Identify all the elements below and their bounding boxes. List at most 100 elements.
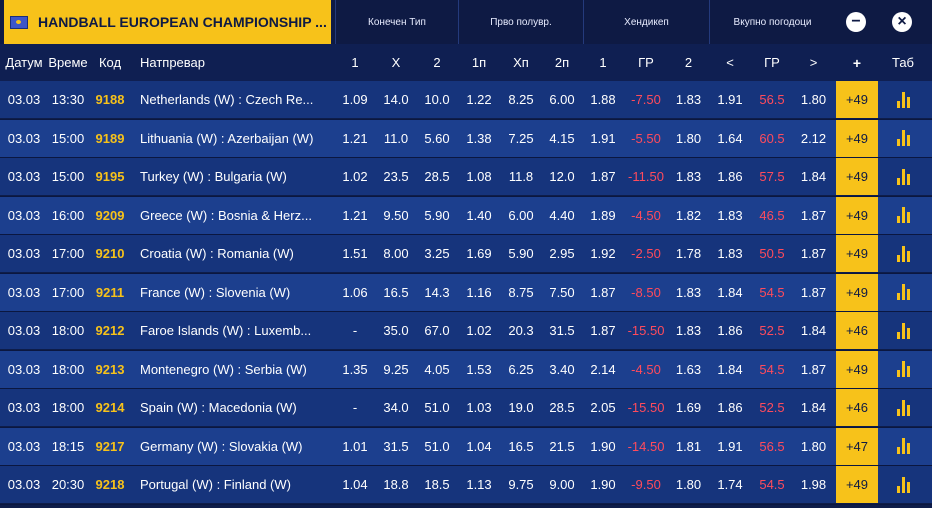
- odd-half-x[interactable]: 19.0: [508, 400, 534, 415]
- odd-final-1[interactable]: 1.51: [342, 246, 368, 261]
- row-match[interactable]: Lithuania (W) : Azerbaijan (W): [140, 130, 314, 146]
- odd-final-1[interactable]: -: [352, 400, 358, 415]
- odd-final-2[interactable]: 18.5: [424, 477, 450, 492]
- odd-half-x[interactable]: 6.00: [508, 207, 534, 223]
- row-match[interactable]: Netherlands (W) : Czech Re...: [140, 92, 314, 107]
- competition-title[interactable]: HANDBALL EUROPEAN CHAMPIONSHIP ...: [4, 0, 331, 44]
- odd-final-x[interactable]: 18.8: [383, 477, 409, 492]
- odd-final-x[interactable]: 16.5: [383, 284, 409, 300]
- stats-button[interactable]: [880, 274, 926, 311]
- odd-half-x[interactable]: 6.25: [508, 361, 534, 377]
- stats-button[interactable]: [880, 197, 926, 234]
- row-code[interactable]: 9189: [95, 130, 125, 146]
- odd-half-2[interactable]: 6.00: [549, 92, 575, 107]
- odd-final-2[interactable]: 10.0: [424, 92, 450, 107]
- more-markets-button[interactable]: +46: [836, 312, 878, 349]
- odd-handicap-1[interactable]: 1.90: [590, 438, 616, 454]
- row-match[interactable]: Montenegro (W) : Serbia (W): [140, 361, 307, 377]
- odd-final-2[interactable]: 5.60: [424, 130, 450, 146]
- odd-total-over[interactable]: 1.80: [800, 438, 827, 454]
- odd-handicap-2[interactable]: 1.80: [675, 477, 702, 492]
- odd-final-1[interactable]: 1.21: [342, 130, 368, 146]
- odd-final-x[interactable]: 34.0: [383, 400, 409, 415]
- odd-final-2[interactable]: 4.05: [424, 361, 450, 377]
- odd-half-2[interactable]: 21.5: [549, 438, 575, 454]
- stats-button[interactable]: [880, 81, 926, 118]
- odd-total-under[interactable]: 1.84: [717, 284, 743, 300]
- more-markets-button[interactable]: +49: [836, 119, 878, 157]
- row-match[interactable]: France (W) : Slovenia (W): [140, 284, 291, 300]
- odd-half-1[interactable]: 1.38: [466, 130, 492, 146]
- odd-total-under[interactable]: 1.86: [717, 169, 743, 184]
- row-match[interactable]: Greece (W) : Bosnia & Herz...: [140, 207, 312, 223]
- odd-final-2[interactable]: 51.0: [424, 400, 450, 415]
- odd-half-2[interactable]: 4.40: [549, 207, 575, 223]
- odd-handicap-2[interactable]: 1.78: [675, 246, 702, 261]
- row-code[interactable]: 9209: [95, 207, 125, 223]
- odd-handicap-2[interactable]: 1.82: [675, 207, 702, 223]
- row-code[interactable]: 9195: [95, 169, 125, 184]
- row-code[interactable]: 9218: [95, 477, 125, 492]
- odd-total-under[interactable]: 1.74: [717, 477, 743, 492]
- odd-total-under[interactable]: 1.86: [717, 323, 743, 338]
- more-markets-button[interactable]: +47: [836, 427, 878, 465]
- odd-handicap-2[interactable]: 1.83: [675, 92, 702, 107]
- odd-final-x[interactable]: 8.00: [383, 246, 409, 261]
- odd-final-1[interactable]: 1.09: [342, 92, 368, 107]
- odd-total-under[interactable]: 1.91: [717, 438, 743, 454]
- more-markets-button[interactable]: +49: [836, 235, 878, 272]
- odd-final-1[interactable]: 1.02: [342, 169, 368, 184]
- odd-half-1[interactable]: 1.22: [466, 92, 492, 107]
- odd-half-x[interactable]: 5.90: [508, 246, 534, 261]
- odd-handicap-1[interactable]: 1.87: [590, 323, 616, 338]
- stats-button[interactable]: [880, 312, 926, 349]
- odd-handicap-2[interactable]: 1.81: [675, 438, 702, 454]
- more-markets-button[interactable]: +49: [836, 350, 878, 388]
- odd-total-over[interactable]: 1.87: [800, 207, 827, 223]
- odd-half-1[interactable]: 1.40: [466, 207, 492, 223]
- odd-final-x[interactable]: 14.0: [383, 92, 409, 107]
- row-match[interactable]: Spain (W) : Macedonia (W): [140, 400, 297, 415]
- odd-half-2[interactable]: 3.40: [549, 361, 575, 377]
- odd-half-x[interactable]: 20.3: [508, 323, 534, 338]
- stats-button[interactable]: [880, 389, 926, 426]
- odd-final-x[interactable]: 23.5: [383, 169, 409, 184]
- more-markets-button[interactable]: +49: [836, 81, 878, 118]
- odd-final-x[interactable]: 9.50: [383, 207, 409, 223]
- odd-final-2[interactable]: 28.5: [424, 169, 450, 184]
- odd-final-2[interactable]: 3.25: [424, 246, 450, 261]
- odd-final-1[interactable]: -: [352, 323, 358, 338]
- odd-half-2[interactable]: 12.0: [549, 169, 575, 184]
- odd-handicap-1[interactable]: 2.05: [590, 400, 616, 415]
- more-markets-button[interactable]: +49: [836, 273, 878, 311]
- odd-handicap-1[interactable]: 1.91: [590, 130, 616, 146]
- odd-total-over[interactable]: 1.87: [800, 284, 827, 300]
- odd-half-1[interactable]: 1.04: [466, 438, 492, 454]
- odd-half-1[interactable]: 1.02: [466, 323, 492, 338]
- odd-handicap-2[interactable]: 1.63: [675, 361, 702, 377]
- row-code[interactable]: 9214: [95, 400, 125, 415]
- row-match[interactable]: Portugal (W) : Finland (W): [140, 477, 291, 492]
- odd-half-x[interactable]: 9.75: [508, 477, 534, 492]
- row-match[interactable]: Faroe Islands (W) : Luxemb...: [140, 323, 312, 338]
- odd-half-1[interactable]: 1.69: [466, 246, 492, 261]
- odd-handicap-2[interactable]: 1.83: [675, 284, 702, 300]
- stats-button[interactable]: [880, 235, 926, 272]
- odd-final-2[interactable]: 67.0: [424, 323, 450, 338]
- odd-half-x[interactable]: 7.25: [508, 130, 534, 146]
- odd-handicap-1[interactable]: 1.87: [590, 284, 616, 300]
- row-match[interactable]: Croatia (W) : Romania (W): [140, 246, 294, 261]
- stats-button[interactable]: [880, 428, 926, 465]
- odd-handicap-1[interactable]: 1.92: [590, 246, 616, 261]
- odd-total-over[interactable]: 1.84: [800, 169, 827, 184]
- odd-half-2[interactable]: 4.15: [549, 130, 575, 146]
- odd-half-x[interactable]: 8.75: [508, 284, 534, 300]
- odd-half-x[interactable]: 8.25: [508, 92, 534, 107]
- odd-handicap-1[interactable]: 1.89: [590, 207, 616, 223]
- odd-handicap-1[interactable]: 2.14: [590, 361, 616, 377]
- odd-half-1[interactable]: 1.03: [466, 400, 492, 415]
- odd-final-2[interactable]: 14.3: [424, 284, 450, 300]
- odd-handicap-2[interactable]: 1.69: [675, 400, 702, 415]
- row-code[interactable]: 9188: [95, 92, 125, 107]
- odd-final-x[interactable]: 31.5: [383, 438, 409, 454]
